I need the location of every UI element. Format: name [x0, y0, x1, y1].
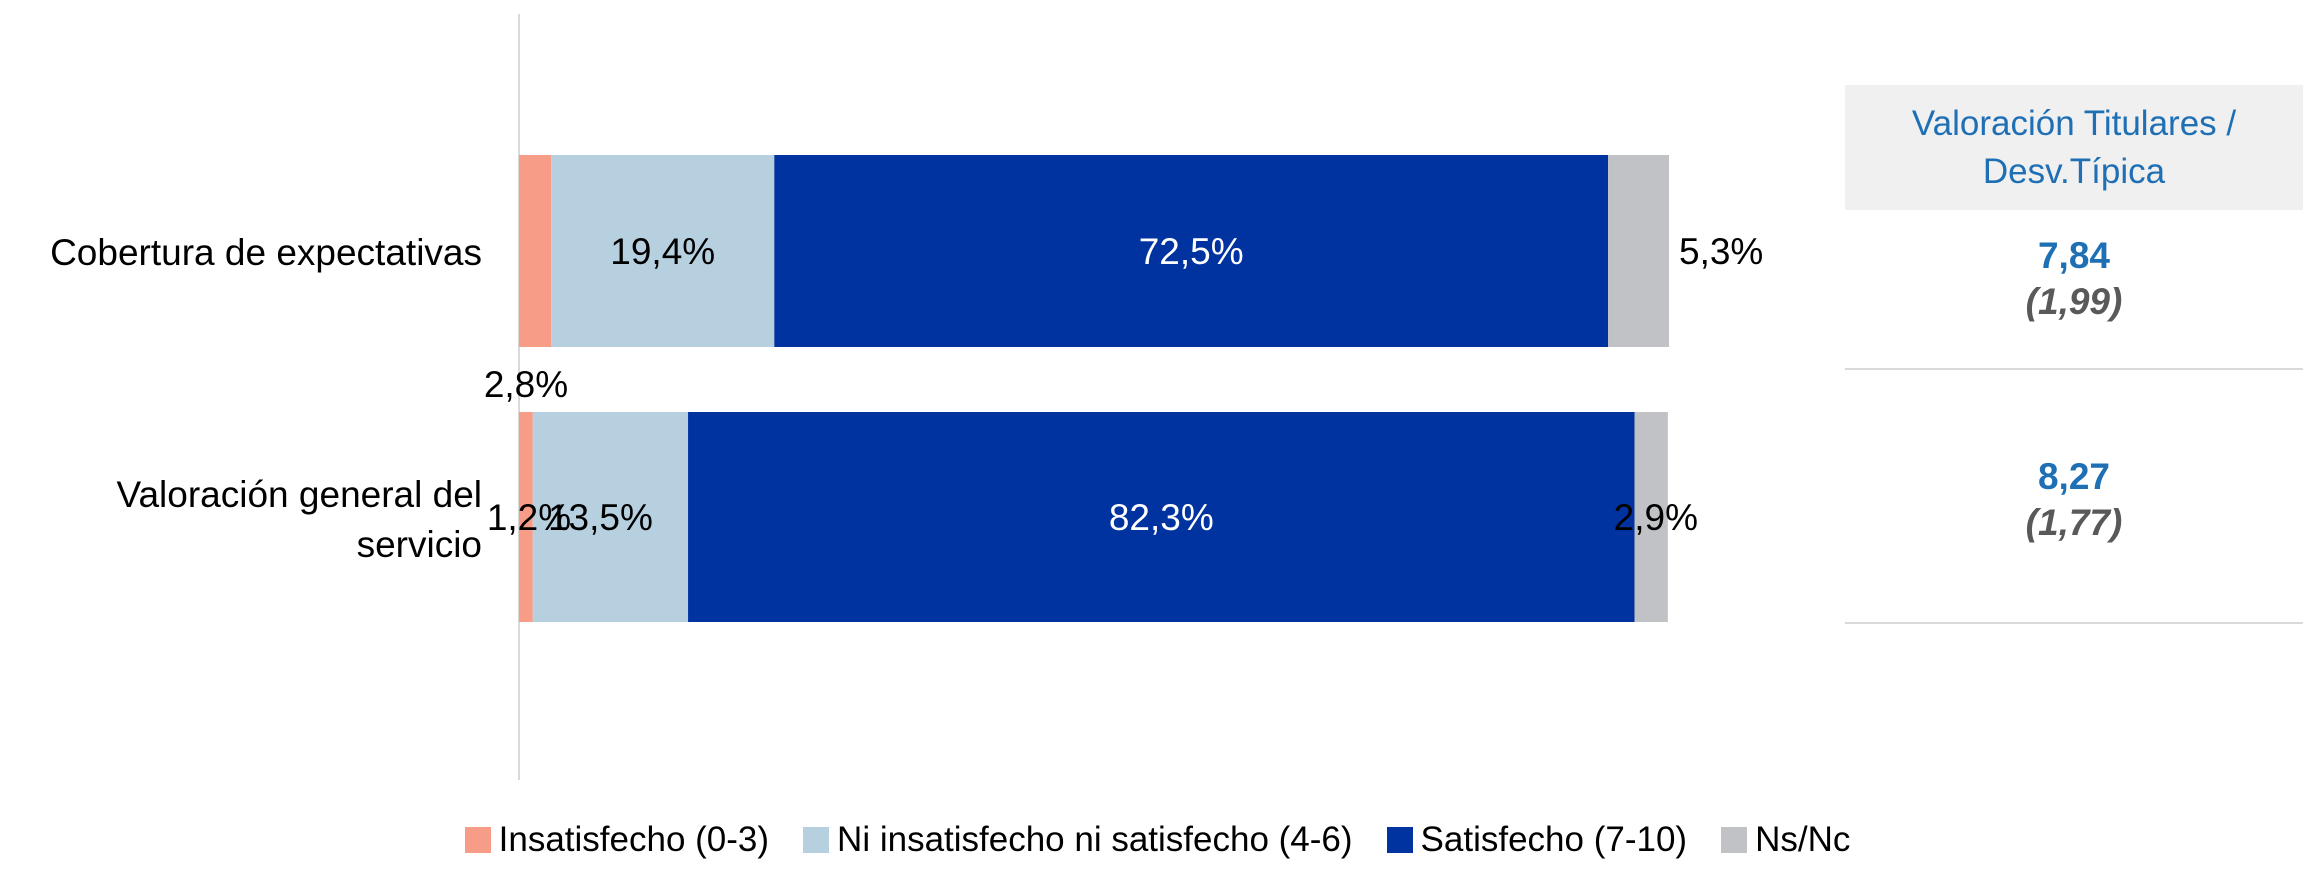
data-label-nsnc: 5,3%: [1679, 231, 1763, 272]
category-label-cobertura: Cobertura de expectativas: [50, 232, 482, 273]
score-std-dev: (1,99): [2025, 281, 2123, 322]
legend-item-satisfecho: Satisfecho (7-10): [1386, 820, 1688, 860]
bar-segment-satisfecho: [774, 155, 1609, 347]
legend-swatch: [464, 827, 491, 853]
bars-layer: [519, 155, 1669, 622]
score-table-bottom-line: [1845, 622, 2303, 624]
data-label-satisfecho: 82,3%: [1109, 497, 1214, 538]
legend-item-nsnc: Ns/Nc: [1721, 820, 1850, 860]
score-table-header-text: Valoración Titulares / Desv.Típica: [1911, 103, 2237, 191]
score-table-divider: [1845, 368, 2303, 370]
data-label-satisfecho: 72,5%: [1139, 231, 1244, 272]
data-label-ni-insatisfecho: 13,5%: [548, 497, 653, 538]
bar-segment-nsnc: [1634, 412, 1668, 622]
bar-segment-ni-insatisfecho: [532, 412, 689, 622]
data-label-nsnc: 2,9%: [1614, 497, 1698, 538]
score-table-header: Valoración Titulares / Desv.Típica: [1845, 85, 2303, 210]
score-row-cobertura: 7,84 (1,99): [1845, 233, 2303, 325]
legend-swatch: [1386, 827, 1413, 853]
data-label-insatisfecho: 2,8%: [484, 364, 568, 405]
data-label-ni-insatisfecho: 19,4%: [610, 231, 715, 272]
bar-segment-ni-insatisfecho: [551, 155, 775, 347]
bar-segment-insatisfecho: [519, 155, 552, 347]
score-std-dev: (1,77): [2025, 502, 2123, 543]
data-label-insatisfecho: 1,2%: [487, 497, 571, 538]
legend-label: Satisfecho (7-10): [1420, 820, 1688, 859]
bar-segment-satisfecho: [688, 412, 1635, 622]
legend-label: Insatisfecho (0-3): [498, 820, 770, 859]
legend-item-insatisfecho: Insatisfecho (0-3): [464, 820, 770, 860]
legend-swatch: [803, 827, 830, 853]
data-labels-layer: 2,8% 19,4% 72,5% 5,3% 1,2%13,5% 82,3% 2,9%: [484, 231, 1764, 538]
score-mean-value: 7,84: [2037, 235, 2110, 276]
score-mean-value: 8,27: [2037, 456, 2110, 497]
bar-segment-insatisfecho: [519, 412, 533, 622]
legend-swatch: [1721, 827, 1748, 853]
chart-legend: Insatisfecho (0-3) Ni insatisfecho ni sa…: [0, 820, 2315, 860]
category-label-valoracion: Valoración general del servicio: [116, 474, 482, 565]
legend-item-ni-insatisfecho: Ni insatisfecho ni satisfecho (4-6): [803, 820, 1353, 860]
legend-label: Ni insatisfecho ni satisfecho (4-6): [837, 820, 1353, 859]
score-row-valoracion: 8,27 (1,77): [1845, 454, 2303, 546]
bar-segment-nsnc: [1608, 155, 1669, 347]
legend-label: Ns/Nc: [1755, 820, 1851, 859]
